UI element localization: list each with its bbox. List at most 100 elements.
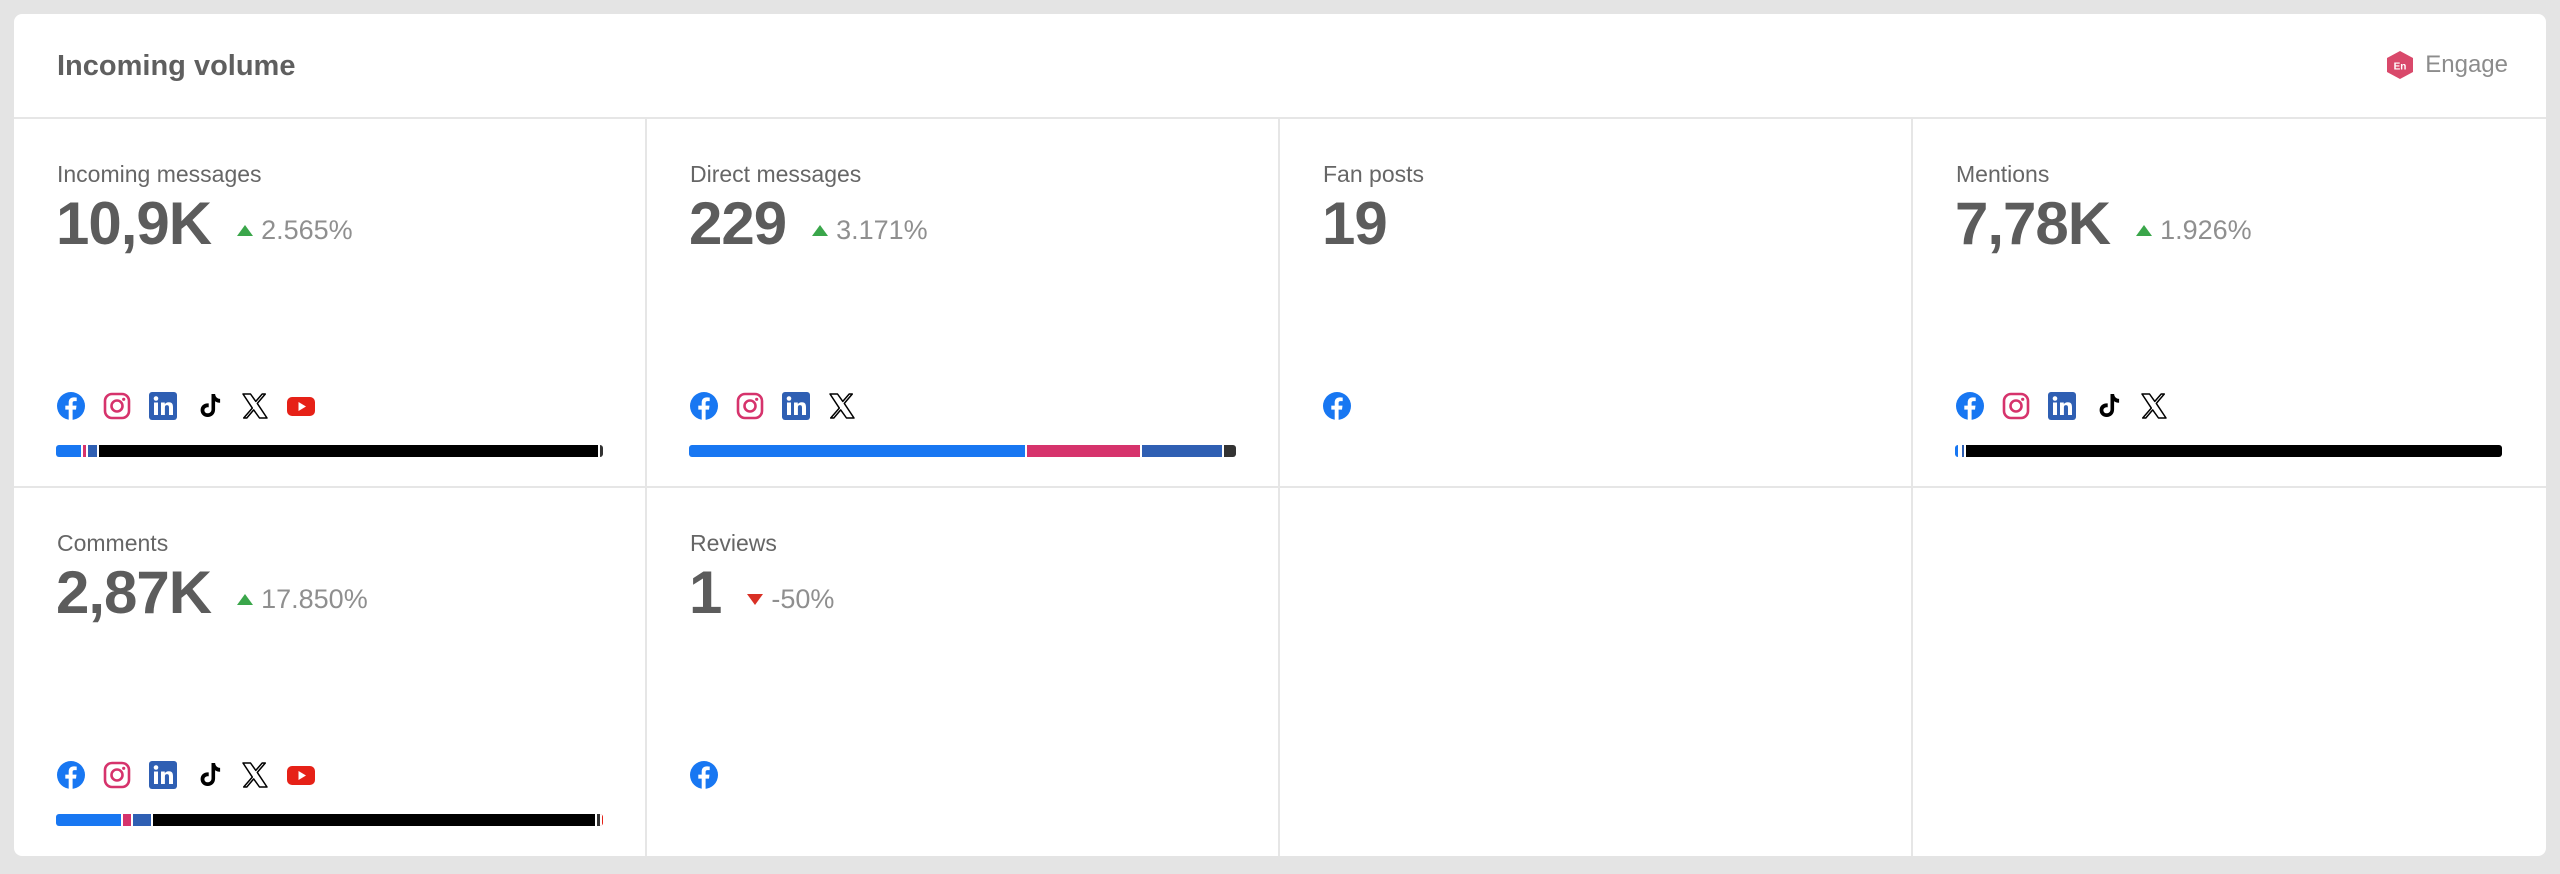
tile-fan-posts[interactable]: Fan posts 19 <box>1280 119 1913 488</box>
card-title: Incoming volume <box>57 50 296 82</box>
bar-segment-instagram[interactable] <box>1025 445 1141 457</box>
bar-segment-x[interactable] <box>1222 445 1236 457</box>
tile-mentions[interactable]: Mentions 7,78K 1.926% <box>1913 119 2546 488</box>
bar-segment-instagram[interactable] <box>80 445 87 457</box>
trend-up-icon <box>812 225 829 236</box>
tile-label: Incoming messages <box>57 161 262 187</box>
metric-row: 1 -50% <box>689 558 834 627</box>
trend-up-icon <box>237 594 254 605</box>
trend-down-icon <box>747 594 764 605</box>
metric-value: 2,87K <box>56 559 212 626</box>
trend-indicator: 3.171% <box>812 215 928 246</box>
metric-row: 229 3.171% <box>689 189 928 258</box>
bar-segment-youtube[interactable] <box>600 814 603 826</box>
tile-label: Reviews <box>690 530 777 556</box>
engage-logo-icon: En <box>2387 51 2414 79</box>
bar-segment-linkedin[interactable] <box>131 814 151 826</box>
channel-icons <box>56 391 316 421</box>
bar-segment-tiktok[interactable] <box>1963 445 2502 457</box>
bar-segment-facebook[interactable] <box>56 445 81 457</box>
tiktok-icon[interactable] <box>194 760 224 790</box>
bar-segment-facebook[interactable] <box>56 814 121 826</box>
linkedin-icon[interactable] <box>148 760 178 790</box>
metric-value: 10,9K <box>56 190 212 257</box>
tile-label: Fan posts <box>1323 161 1424 187</box>
channel-distribution-bar <box>689 445 1236 457</box>
instagram-icon[interactable] <box>2001 391 2031 421</box>
tile-label: Comments <box>57 530 169 556</box>
bar-segment-instagram[interactable] <box>120 814 132 826</box>
trend-value: -50% <box>771 584 835 614</box>
linkedin-icon[interactable] <box>148 391 178 421</box>
trend-indicator: 2.565% <box>237 215 353 246</box>
instagram-icon[interactable] <box>102 391 132 421</box>
facebook-icon[interactable] <box>56 391 86 421</box>
card-header: Incoming volume En Engage <box>14 14 2546 119</box>
trend-up-icon <box>237 225 254 236</box>
tile-comments[interactable]: Comments 2,87K 17.850% <box>14 488 647 856</box>
tiktok-icon[interactable] <box>194 391 224 421</box>
channel-icons <box>689 391 857 421</box>
trend-indicator: -50% <box>747 584 834 615</box>
trend-value: 2.565% <box>261 215 353 245</box>
tile-incoming-messages[interactable]: Incoming messages 10,9K 2.565% <box>14 119 647 488</box>
youtube-icon[interactable] <box>286 391 316 421</box>
metric-row: 7,78K 1.926% <box>1955 189 2252 258</box>
metrics-grid: Incoming messages 10,9K 2.565% Direct me… <box>14 119 2546 856</box>
trend-value: 17.850% <box>261 584 368 614</box>
metric-row: 19 <box>1322 189 1388 258</box>
bar-segment-linkedin[interactable] <box>1140 445 1223 457</box>
incoming-volume-card: Incoming volume En Engage Incoming messa… <box>14 14 2546 856</box>
trend-up-icon <box>2136 225 2153 236</box>
x-icon[interactable] <box>240 391 270 421</box>
engage-label: Engage <box>2425 51 2508 78</box>
facebook-icon[interactable] <box>56 760 86 790</box>
instagram-icon[interactable] <box>102 760 132 790</box>
bar-segment-x[interactable] <box>597 445 603 457</box>
tile-direct-messages[interactable]: Direct messages 229 3.171% <box>647 119 1280 488</box>
x-icon[interactable] <box>827 391 857 421</box>
engage-link[interactable]: En Engage <box>2385 50 2508 80</box>
trend-value: 1.926% <box>2160 215 2252 245</box>
youtube-icon[interactable] <box>286 760 316 790</box>
bar-segment-tiktok[interactable] <box>97 445 598 457</box>
bar-segment-instagram[interactable] <box>1958 445 1961 457</box>
facebook-icon[interactable] <box>1322 391 1352 421</box>
metric-row: 2,87K 17.850% <box>56 558 368 627</box>
bar-segment-tiktok[interactable] <box>150 814 595 826</box>
metric-value: 229 <box>689 190 787 257</box>
bar-segment-linkedin[interactable] <box>1960 445 1964 457</box>
channel-icons <box>1955 391 2169 421</box>
trend-indicator: 17.850% <box>237 584 368 615</box>
metric-row: 10,9K 2.565% <box>56 189 353 258</box>
channel-distribution-bar <box>1955 445 2502 457</box>
metric-value: 19 <box>1322 190 1388 257</box>
x-icon[interactable] <box>240 760 270 790</box>
tile-empty <box>1913 488 2546 856</box>
metric-value: 7,78K <box>1955 190 2111 257</box>
instagram-icon[interactable] <box>735 391 765 421</box>
metric-value: 1 <box>689 559 722 626</box>
tiktok-icon[interactable] <box>2093 391 2123 421</box>
linkedin-icon[interactable] <box>2047 391 2077 421</box>
tile-label: Direct messages <box>690 161 862 187</box>
linkedin-icon[interactable] <box>781 391 811 421</box>
trend-indicator: 1.926% <box>2136 215 2252 246</box>
facebook-icon[interactable] <box>1955 391 1985 421</box>
tile-empty <box>1280 488 1913 856</box>
facebook-icon[interactable] <box>689 760 719 790</box>
x-icon[interactable] <box>2139 391 2169 421</box>
channel-icons <box>1322 391 1352 421</box>
channel-distribution-bar <box>56 814 603 826</box>
bar-segment-facebook[interactable] <box>689 445 1026 457</box>
svg-text:En: En <box>2394 62 2407 73</box>
bar-segment-facebook[interactable] <box>1955 445 1959 457</box>
tile-label: Mentions <box>1956 161 2050 187</box>
trend-value: 3.171% <box>836 215 928 245</box>
channel-distribution-bar <box>56 445 603 457</box>
channel-icons <box>689 760 719 790</box>
bar-segment-x[interactable] <box>594 814 601 826</box>
facebook-icon[interactable] <box>689 391 719 421</box>
bar-segment-linkedin[interactable] <box>86 445 98 457</box>
tile-reviews[interactable]: Reviews 1 -50% <box>647 488 1280 856</box>
